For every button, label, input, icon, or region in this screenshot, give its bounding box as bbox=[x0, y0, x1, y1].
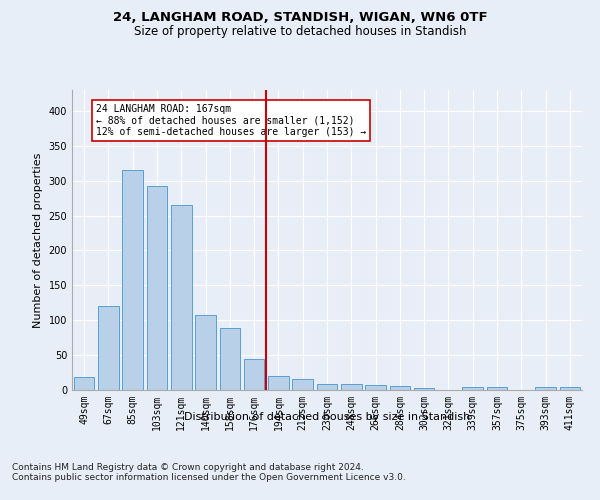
Bar bbox=[389, 386, 410, 390]
Bar bbox=[98, 306, 119, 390]
Text: 24 LANGHAM ROAD: 167sqm
← 88% of detached houses are smaller (1,152)
12% of semi: 24 LANGHAM ROAD: 167sqm ← 88% of detache… bbox=[96, 104, 367, 137]
Bar bbox=[317, 384, 337, 390]
Bar bbox=[195, 314, 216, 390]
Text: 24, LANGHAM ROAD, STANDISH, WIGAN, WN6 0TF: 24, LANGHAM ROAD, STANDISH, WIGAN, WN6 0… bbox=[113, 11, 487, 24]
Bar bbox=[560, 387, 580, 390]
Bar bbox=[122, 170, 143, 390]
Bar bbox=[171, 205, 191, 390]
Bar bbox=[487, 387, 508, 390]
Bar bbox=[220, 328, 240, 390]
Bar bbox=[414, 388, 434, 390]
Text: Contains HM Land Registry data © Crown copyright and database right 2024.
Contai: Contains HM Land Registry data © Crown c… bbox=[12, 462, 406, 482]
Bar bbox=[244, 358, 265, 390]
Text: Size of property relative to detached houses in Standish: Size of property relative to detached ho… bbox=[134, 25, 466, 38]
Bar bbox=[365, 385, 386, 390]
Bar bbox=[535, 386, 556, 390]
Bar bbox=[341, 384, 362, 390]
Bar bbox=[463, 386, 483, 390]
Bar bbox=[268, 376, 289, 390]
Text: Distribution of detached houses by size in Standish: Distribution of detached houses by size … bbox=[184, 412, 470, 422]
Bar bbox=[146, 186, 167, 390]
Y-axis label: Number of detached properties: Number of detached properties bbox=[33, 152, 43, 328]
Bar bbox=[74, 376, 94, 390]
Bar bbox=[292, 379, 313, 390]
